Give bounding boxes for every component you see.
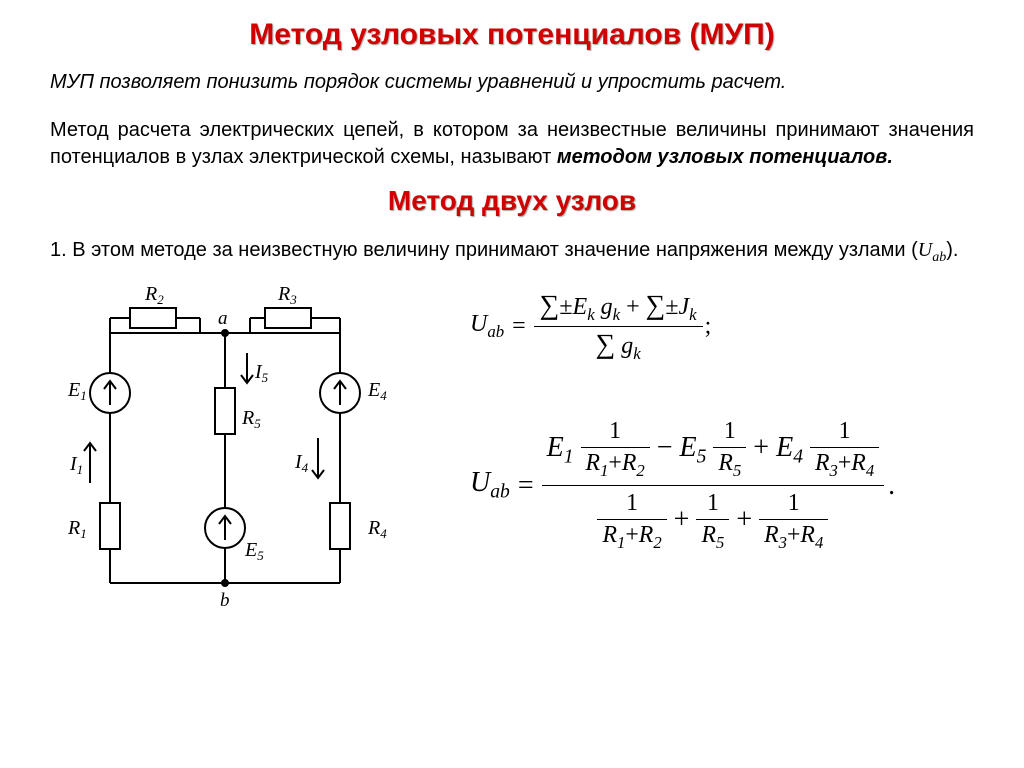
definition-paragraph: Метод расчета электрических цепей, в кот…: [50, 117, 974, 171]
page-title: Метод узловых потенциалов (МУП): [50, 18, 974, 52]
label-e5: E5: [244, 539, 264, 563]
method-close: ).: [946, 239, 958, 261]
circuit-diagram: R2 R3 a b E1 E4 I1 I5 I4 R5 R1 R4 E5: [50, 278, 410, 618]
label-i5: I5: [254, 361, 269, 385]
method-step-1: 1. В этом методе за неизвестную величину…: [50, 237, 974, 268]
label-r4: R4: [367, 517, 387, 541]
definition-emph: методом узловых потенциалов.: [557, 146, 893, 168]
label-node-a: a: [218, 308, 228, 329]
method-text: В этом методе за неизвестную величину пр…: [67, 239, 918, 261]
label-r1: R1: [67, 517, 87, 541]
method-number: 1.: [50, 239, 67, 261]
intro-text: МУП позволяет понизить порядок системы у…: [50, 70, 974, 95]
formula-uab-expanded: Uab = E1 1R1+R2 − E5 1R5 + E4 1R3+R4: [470, 414, 974, 557]
label-e1: E1: [67, 379, 87, 403]
label-node-b: b: [220, 590, 230, 611]
section-title: Метод двух узлов: [50, 185, 974, 217]
method-var: Uab: [918, 239, 946, 261]
label-i4: I4: [294, 451, 309, 475]
label-r2: R2: [144, 283, 164, 307]
label-r3: R3: [277, 283, 297, 307]
label-e4: E4: [367, 379, 387, 403]
label-i1: I1: [69, 453, 83, 477]
formula-uab-general: Uab = ∑±Ek gk + ∑±Jk ∑ gk ;: [470, 288, 974, 365]
label-r5: R5: [241, 407, 261, 431]
